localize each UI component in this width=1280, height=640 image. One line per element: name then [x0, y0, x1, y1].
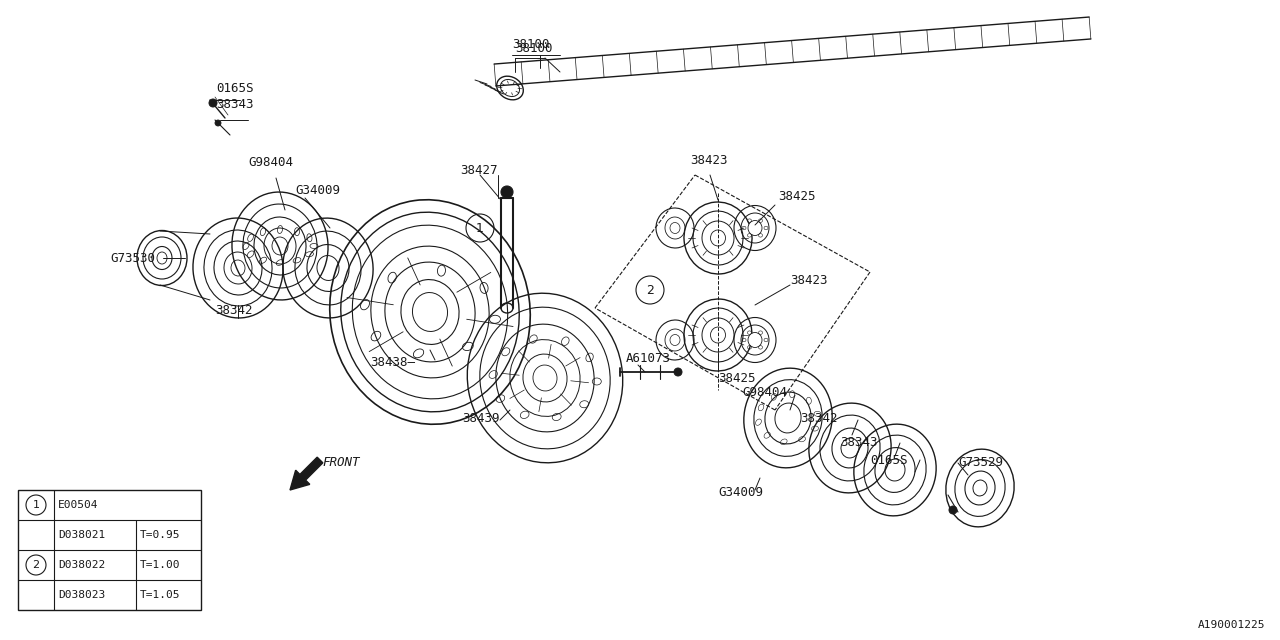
Text: T=1.00: T=1.00	[140, 560, 180, 570]
Text: G98404: G98404	[742, 387, 787, 399]
Text: 38100: 38100	[512, 38, 549, 51]
Text: A190001225: A190001225	[1198, 620, 1265, 630]
Text: E00504: E00504	[58, 500, 99, 510]
Text: 2: 2	[646, 284, 654, 296]
Circle shape	[500, 186, 513, 198]
Text: 38342: 38342	[800, 412, 837, 424]
Text: 0165S: 0165S	[870, 454, 908, 467]
Text: FRONT: FRONT	[323, 456, 360, 468]
Text: 38439: 38439	[462, 412, 499, 424]
Text: 0165S: 0165S	[216, 81, 253, 95]
Text: G34009: G34009	[294, 184, 340, 196]
Text: G73530: G73530	[110, 252, 155, 264]
Bar	[18, 490, 201, 610]
Text: A61073: A61073	[626, 351, 671, 365]
Text: 38423: 38423	[690, 154, 727, 166]
Text: 38438—: 38438—	[370, 355, 415, 369]
Text: 38427: 38427	[460, 163, 498, 177]
Text: D038023: D038023	[58, 590, 105, 600]
Text: 38343: 38343	[840, 435, 878, 449]
Text: T=0.95: T=0.95	[140, 530, 180, 540]
Text: 1: 1	[32, 500, 40, 510]
Text: D038021: D038021	[58, 530, 105, 540]
Ellipse shape	[669, 223, 680, 234]
Ellipse shape	[948, 506, 957, 514]
Ellipse shape	[209, 99, 218, 107]
Ellipse shape	[675, 368, 682, 376]
FancyArrow shape	[291, 457, 323, 490]
Ellipse shape	[669, 335, 680, 346]
Text: T=1.05: T=1.05	[140, 590, 180, 600]
Text: D038022: D038022	[58, 560, 105, 570]
Text: 2: 2	[32, 560, 40, 570]
Text: G73529: G73529	[957, 456, 1004, 468]
Text: 1: 1	[476, 221, 484, 234]
Text: 38100: 38100	[515, 42, 553, 54]
Ellipse shape	[748, 333, 762, 348]
Text: 38425: 38425	[778, 191, 815, 204]
Text: 38423: 38423	[790, 273, 827, 287]
Ellipse shape	[748, 221, 762, 236]
Ellipse shape	[215, 120, 221, 126]
Text: 38425: 38425	[718, 371, 755, 385]
Text: 38342: 38342	[215, 303, 252, 317]
Text: G34009: G34009	[718, 486, 763, 499]
Text: G98404: G98404	[248, 157, 293, 170]
Text: 38343: 38343	[216, 99, 253, 111]
